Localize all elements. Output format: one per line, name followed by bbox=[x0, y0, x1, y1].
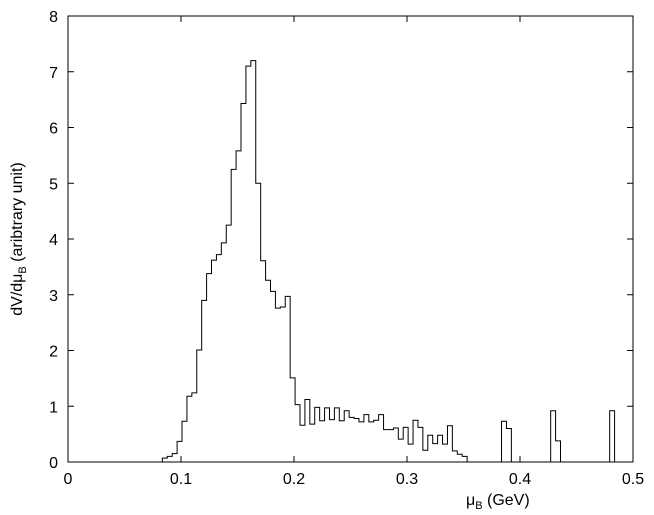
x-axis-label-symbol: μ bbox=[466, 492, 475, 509]
histogram-step-line bbox=[161, 60, 620, 463]
x-tick-labels: 0 0.1 0.2 0.3 0.4 0.5 bbox=[64, 471, 645, 488]
y-tick-label: 6 bbox=[49, 121, 58, 138]
y-axis-label-subscript: B bbox=[17, 266, 29, 273]
y-tick-label: 2 bbox=[49, 344, 58, 361]
y-axis-label-suffix: (aribtrary unit) bbox=[9, 162, 26, 266]
y-tick-label: 4 bbox=[49, 232, 58, 249]
x-tick-label: 0.4 bbox=[509, 471, 531, 488]
y-tick-labels: 0 1 2 3 4 5 6 7 8 bbox=[49, 9, 58, 472]
y-tick-label: 8 bbox=[49, 9, 58, 26]
plot-area bbox=[67, 15, 634, 463]
x-tick-label: 0.5 bbox=[622, 471, 644, 488]
x-axis-label: μB (GeV) bbox=[466, 492, 530, 512]
x-tick-label: 0.2 bbox=[283, 471, 305, 488]
x-tick-label: 0 bbox=[64, 471, 73, 488]
x-axis-label-unit: (GeV) bbox=[483, 492, 530, 509]
y-tick-label: 5 bbox=[49, 176, 58, 193]
x-tick-label: 0.1 bbox=[170, 471, 192, 488]
y-tick-label: 7 bbox=[49, 65, 58, 82]
y-axis-label: dV/dμB (aribtrary unit) bbox=[9, 162, 29, 316]
x-tick-label: 0.3 bbox=[396, 471, 418, 488]
y-axis-label-prefix: dV/dμ bbox=[9, 274, 26, 316]
axis-ticks bbox=[67, 15, 634, 463]
y-tick-label: 1 bbox=[49, 399, 58, 416]
y-tick-label: 3 bbox=[49, 288, 58, 305]
y-tick-label: 0 bbox=[49, 455, 58, 472]
x-axis-label-subscript: B bbox=[475, 500, 482, 512]
